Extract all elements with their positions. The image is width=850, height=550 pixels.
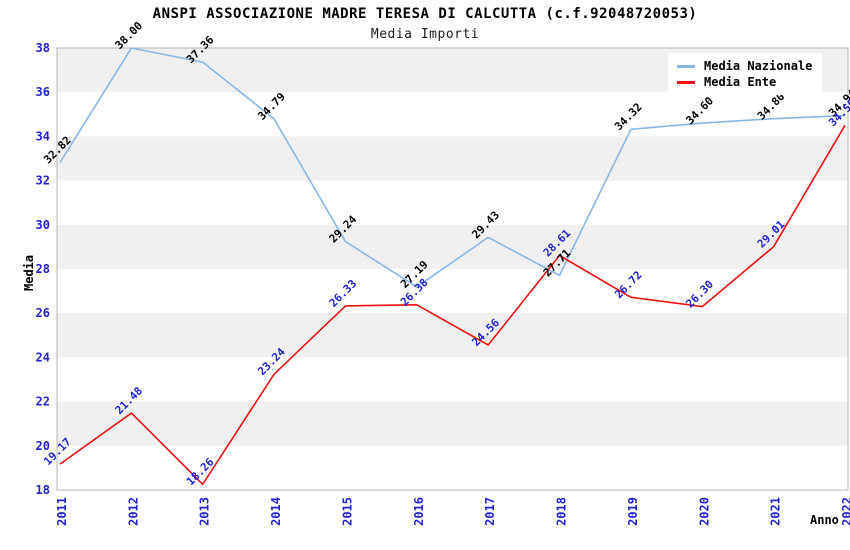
x-axis-title: Anno xyxy=(810,513,839,527)
grid-band xyxy=(57,401,848,446)
legend-item-nazionale: Media Nazionale xyxy=(677,58,812,74)
x-tick-label: 2018 xyxy=(555,497,569,526)
x-tick-label: 2021 xyxy=(769,497,783,526)
x-tick-label: 2015 xyxy=(340,497,354,526)
grid-band xyxy=(57,136,848,181)
legend-line-swatch-blue xyxy=(677,64,695,68)
x-tick-label: 2020 xyxy=(697,497,711,526)
legend-label: Media Ente xyxy=(704,75,777,89)
chart-title: ANSPI ASSOCIAZIONE MADRE TERESA DI CALCU… xyxy=(152,6,698,22)
y-tick-label: 32 xyxy=(36,174,50,188)
point-label: 26.33 xyxy=(327,277,360,310)
x-tick-label: 2019 xyxy=(626,497,640,526)
y-tick-label: 38 xyxy=(36,41,50,55)
plot-border xyxy=(56,47,849,491)
x-tick-label: 2014 xyxy=(269,497,283,526)
y-tick-label: 22 xyxy=(36,395,50,409)
legend-item-ente: Media Ente xyxy=(677,74,812,90)
y-tick-label: 28 xyxy=(36,262,50,276)
y-tick-label: 36 xyxy=(36,85,50,99)
chart-subtitle: Media Importi xyxy=(370,27,480,42)
x-tick-label: 2012 xyxy=(126,497,140,526)
point-label: 38.00 xyxy=(113,19,146,52)
y-tick-label: 18 xyxy=(36,483,50,497)
series-line-media-ente xyxy=(59,124,846,486)
series-line-media-nazionale xyxy=(59,47,846,288)
x-tick-label: 2011 xyxy=(55,497,69,526)
y-tick-label: 20 xyxy=(36,439,50,453)
y-tick-label: 26 xyxy=(36,306,50,320)
point-label: 18.26 xyxy=(184,455,217,488)
y-tick-label: 34 xyxy=(36,129,50,143)
x-tick-label: 2017 xyxy=(483,497,497,526)
y-tick-label: 30 xyxy=(36,218,50,232)
legend-line-swatch-red xyxy=(677,80,695,84)
y-tick-label: 24 xyxy=(36,350,50,364)
grid-band xyxy=(57,313,848,358)
x-tick-label: 2016 xyxy=(412,497,426,526)
x-tick-label: 2022 xyxy=(840,497,850,526)
legend: Media Nazionale Media Ente xyxy=(668,53,823,95)
legend-label: Media Nazionale xyxy=(704,59,813,73)
x-tick-label: 2013 xyxy=(198,497,212,526)
